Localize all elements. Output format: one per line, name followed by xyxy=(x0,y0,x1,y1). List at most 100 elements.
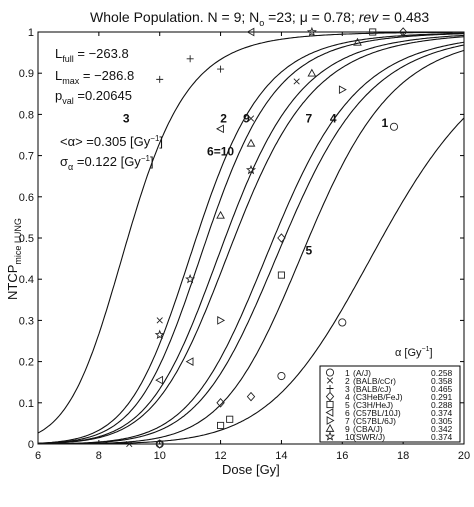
legend-marker-series-2 xyxy=(326,377,334,384)
y-tick-label: 0.6 xyxy=(19,192,34,204)
legend-series-id: 5 xyxy=(345,400,350,410)
data-point-series-6 xyxy=(155,375,164,385)
y-tick-label: 0.3 xyxy=(19,315,34,327)
legend-series-name: (BALB/cCr) xyxy=(353,376,396,386)
alpha-sigma-stat: σα =0.122 [Gy−1] xyxy=(60,154,154,172)
x-tick-label: 14 xyxy=(275,450,287,462)
data-point-series-3 xyxy=(217,65,225,73)
data-point-series-4 xyxy=(277,233,286,243)
curve-series-3 xyxy=(37,31,464,434)
data-point-series-3 xyxy=(156,75,164,83)
legend-series-name: (A/J) xyxy=(353,368,371,378)
legend-box xyxy=(319,365,461,443)
legend-header: α [Gy−1] xyxy=(395,346,433,359)
x-tick-label: 8 xyxy=(96,450,102,462)
curve-series-9 xyxy=(37,36,465,445)
data-point-series-6 xyxy=(246,27,255,37)
curve-series-6 xyxy=(38,33,464,444)
x-tick-label: 20 xyxy=(458,450,470,462)
curve-series-2 xyxy=(38,34,465,445)
y-tick-label: 0.4 xyxy=(19,274,34,286)
legend-marker-series-4 xyxy=(325,391,335,402)
legend-series-name: (C3H/HeJ) xyxy=(353,400,393,410)
alpha-mean-stat: <α> =0.305 [Gy−1] xyxy=(60,134,163,149)
legend-marker-series-5 xyxy=(326,400,334,409)
legend-series-id: 2 xyxy=(345,376,350,386)
legend-series-alpha: 0.305 xyxy=(431,416,453,426)
legend-marker-series-6 xyxy=(325,408,334,417)
curve-series-7 xyxy=(38,41,465,445)
data-point-series-3 xyxy=(186,55,194,63)
l-max-stat: Lmax = −286.8 xyxy=(55,68,134,86)
legend-series-alpha: 0.342 xyxy=(431,424,453,434)
data-point-series-4 xyxy=(155,439,164,449)
data-point-series-7 xyxy=(217,316,226,325)
legend-series-alpha: 0.291 xyxy=(431,392,453,402)
data-point-series-9 xyxy=(353,37,362,46)
legend-series-id: 9 xyxy=(345,424,350,434)
data-point-series-7 xyxy=(338,85,347,95)
p-val-stat: pval =0.20645 xyxy=(55,88,132,106)
legend-series-alpha: 0.358 xyxy=(431,376,453,386)
y-tick-label: 0 xyxy=(28,439,34,451)
data-points xyxy=(126,26,408,449)
data-point-series-2 xyxy=(156,317,163,324)
axis-ticks: 6 8 10 12 14 16 18 2000.10.20.30.40.50.60.70.80… xyxy=(19,27,470,462)
l-full-stat: Lfull = −263.8 xyxy=(55,46,129,64)
legend-series-name: (BALB/cJ) xyxy=(353,384,391,394)
x-tick-label: 12 xyxy=(214,450,226,462)
data-point-series-4 xyxy=(398,27,408,37)
curve-label: 6=10 xyxy=(207,145,234,159)
data-point-series-5 xyxy=(369,28,377,36)
chart-title: Whole Population. N = 9; No =23; μ = 0.7… xyxy=(90,9,429,28)
legend-series-id: 3 xyxy=(345,384,350,394)
data-point-series-5 xyxy=(226,415,234,423)
y-tick-label: 0.1 xyxy=(19,398,34,410)
curve-series-5 xyxy=(38,44,465,445)
data-point-series-2 xyxy=(247,115,255,122)
data-point-series-2 xyxy=(293,78,300,85)
curve-labels: 3 2 9 6=10 7 4 1 5 xyxy=(123,112,389,258)
model-curves xyxy=(37,31,465,445)
y-tick-label: 0.5 xyxy=(19,233,34,245)
legend-series-id: 4 xyxy=(345,392,350,402)
curve-label: 4 xyxy=(330,112,337,126)
x-tick-label: 18 xyxy=(397,450,409,462)
data-point-series-6 xyxy=(216,124,224,134)
stats-annotation: Lfull = −263.8 Lmax = −286.8 pval =0.206… xyxy=(55,46,163,172)
x-tick-label: 10 xyxy=(154,450,166,462)
legend: α [Gy−1] 1 (A/J) 0.258 2 (BALB/cCr) 0.358 3 (BA… xyxy=(319,346,461,443)
data-point-series-10 xyxy=(185,273,196,284)
curve-series-4 xyxy=(38,49,465,445)
legend-series-name: (SWR/J) xyxy=(353,432,385,442)
data-point-series-10 xyxy=(245,164,257,175)
legend-rows: 1 (A/J) 0.258 2 (BALB/cCr) 0.358 3 (BALB/cJ) 0.4… xyxy=(324,368,453,442)
data-point-series-10 xyxy=(154,329,165,340)
legend-series-name: (C57BL/6J) xyxy=(353,416,396,426)
data-point-series-1 xyxy=(389,122,399,131)
curve-label: 7 xyxy=(305,112,312,126)
data-point-series-9 xyxy=(246,138,256,147)
legend-series-id: 6 xyxy=(345,408,350,418)
x-tick-label: 6 xyxy=(35,450,41,462)
legend-series-alpha: 0.465 xyxy=(431,384,453,394)
y-tick-label: 0.2 xyxy=(19,357,34,369)
legend-series-id: 10 xyxy=(345,432,355,442)
legend-series-alpha: 0.374 xyxy=(431,408,453,418)
curve-label: 5 xyxy=(305,243,312,257)
data-point-series-4 xyxy=(216,398,225,408)
data-point-series-9 xyxy=(307,68,317,77)
data-point-series-5 xyxy=(277,271,285,279)
data-point-series-6 xyxy=(185,357,194,366)
legend-series-name: (C57BL/10J) xyxy=(353,408,401,418)
curve-label: 2 xyxy=(220,112,227,126)
legend-marker-series-10 xyxy=(324,431,336,441)
data-point-series-1 xyxy=(277,371,286,381)
x-tick-label: 16 xyxy=(336,450,348,462)
curve-label: 3 xyxy=(123,112,130,126)
legend-series-alpha: 0.258 xyxy=(431,368,453,378)
legend-series-id: 1 xyxy=(345,368,350,378)
data-point-series-9 xyxy=(216,210,225,219)
legend-series-alpha: 0.288 xyxy=(431,400,453,410)
